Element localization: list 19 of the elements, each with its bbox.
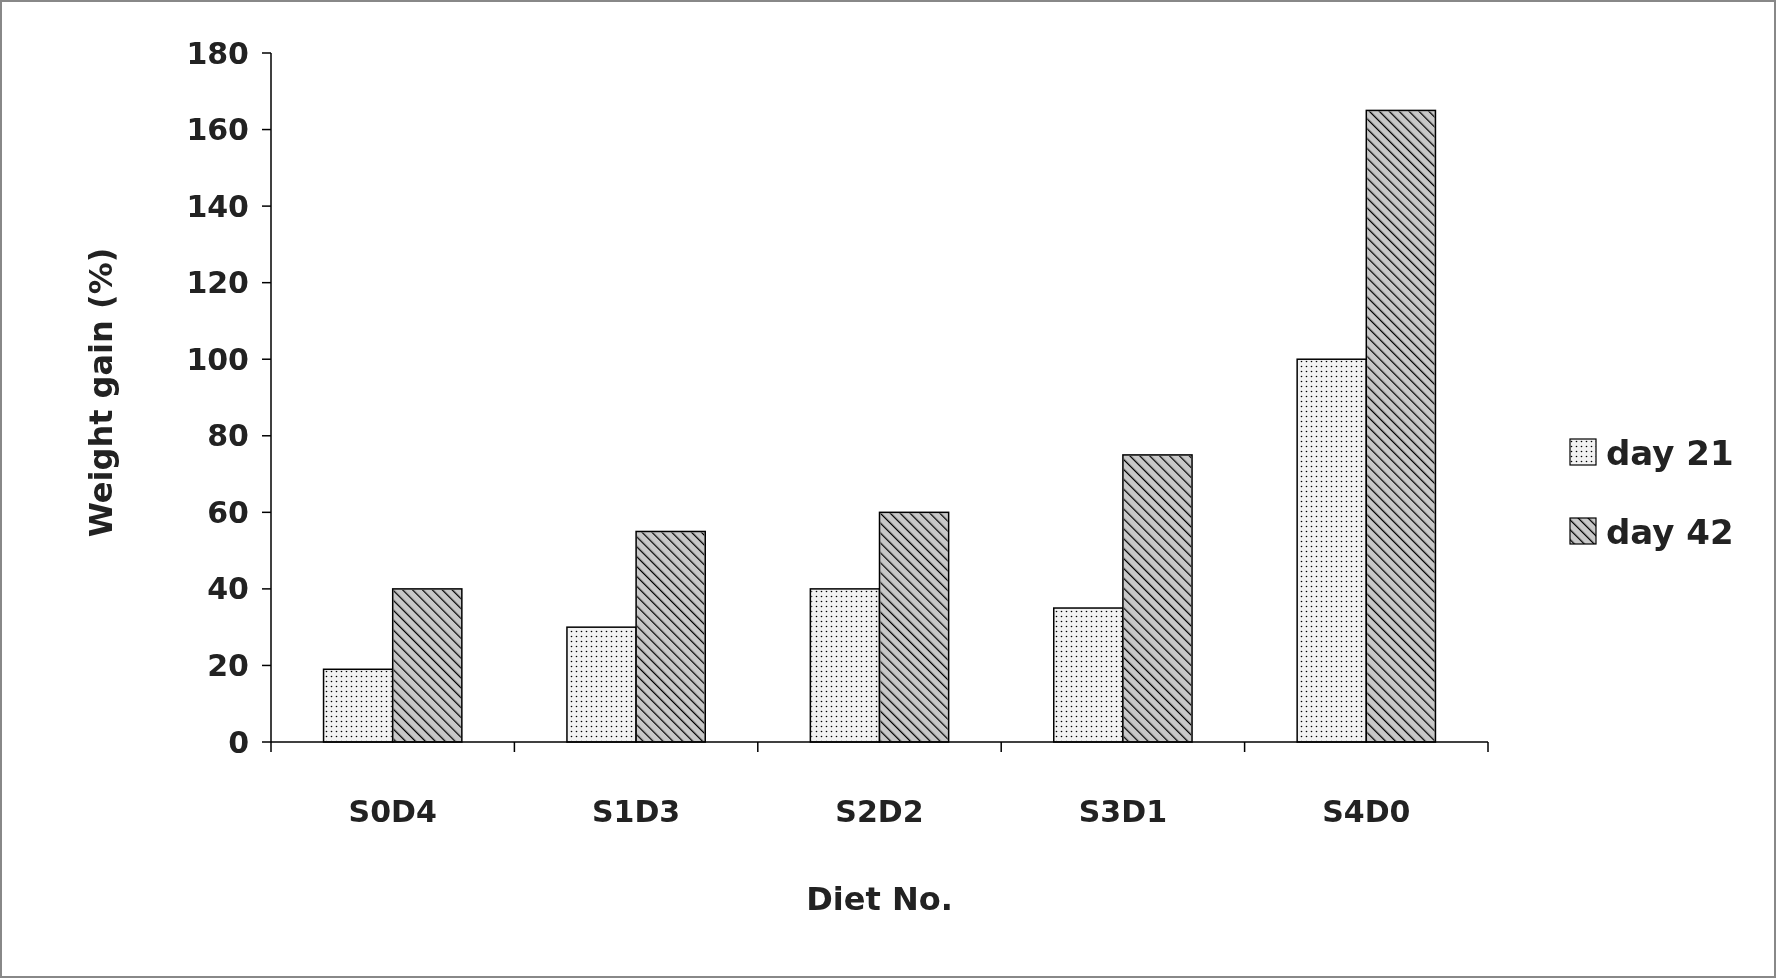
y-tick-label: 120 bbox=[186, 265, 249, 301]
y-tick-label: 160 bbox=[186, 112, 249, 148]
y-tick-label: 140 bbox=[186, 188, 249, 224]
y-tick-label: 20 bbox=[207, 647, 249, 683]
y-tick-label: 180 bbox=[186, 35, 249, 71]
legend-label: day 21 bbox=[1606, 432, 1734, 473]
y-axis-title: Weight gain (%) bbox=[82, 247, 120, 538]
y-tick-label: 40 bbox=[207, 571, 249, 607]
y-tick-label: 100 bbox=[186, 341, 249, 377]
y-tick-label: 80 bbox=[207, 418, 249, 454]
y-tick-label: 0 bbox=[228, 724, 249, 760]
x-tick-label: S3D1 bbox=[1078, 794, 1168, 829]
y-tick-label: 60 bbox=[207, 494, 249, 530]
x-tick-label: S2D2 bbox=[835, 794, 924, 829]
x-axis-title: Diet No. bbox=[806, 880, 953, 918]
x-tick-label: S1D3 bbox=[591, 794, 681, 829]
legend-label: day 42 bbox=[1606, 511, 1734, 552]
x-tick-label: S4D0 bbox=[1322, 794, 1411, 829]
x-tick-label: S0D4 bbox=[348, 794, 437, 829]
